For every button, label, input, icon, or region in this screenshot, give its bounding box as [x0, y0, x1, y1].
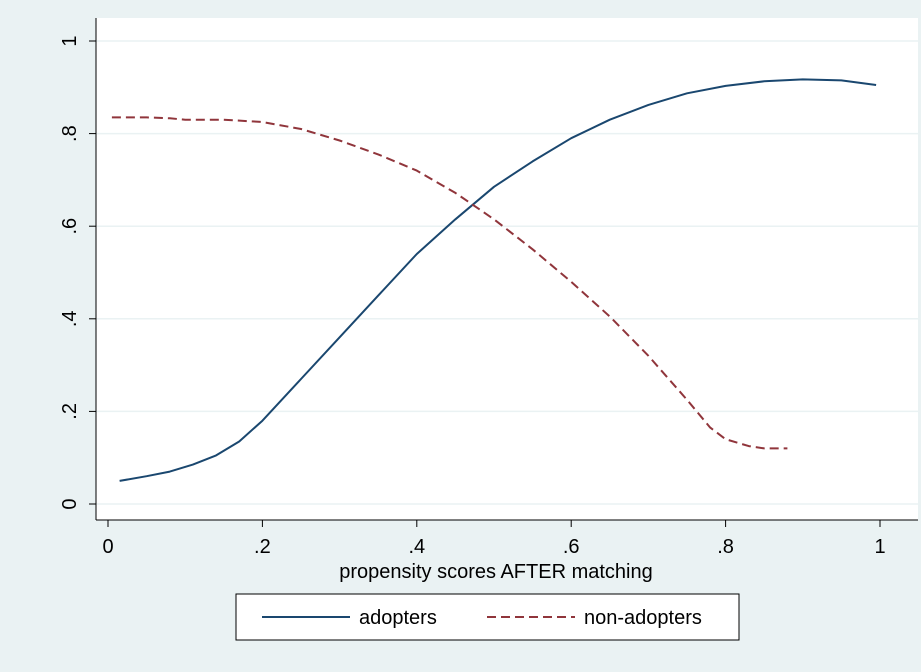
x-tick-label: .8: [717, 536, 734, 558]
legend-label-non-adopters: non-adopters: [584, 607, 702, 629]
x-tick-label: .4: [408, 536, 425, 558]
x-axis-label: propensity scores AFTER matching: [339, 561, 652, 583]
x-tick-label: .6: [563, 536, 580, 558]
y-tick-label: .2: [59, 403, 81, 420]
plot-region: [96, 18, 918, 520]
y-tick-label: .8: [59, 125, 81, 142]
x-tick-label: 0: [102, 536, 113, 558]
y-tick-label: 1: [59, 35, 81, 46]
y-tick-label: .4: [59, 310, 81, 327]
series-lines: [111, 78, 877, 482]
y-tick-label: .6: [59, 218, 81, 235]
x-tick-label: .2: [254, 536, 271, 558]
legend: adopters non-adopters: [235, 593, 740, 641]
series-line-adopters: [119, 78, 877, 482]
axes: 0 .2 .4 .6 .8 1 0 .2 .4 .6 .8 1: [59, 18, 918, 558]
y-tick-label: 0: [59, 498, 81, 509]
x-tick-label: 1: [874, 536, 885, 558]
series-line-non-adopters: [111, 116, 788, 450]
grid-lines: [96, 40, 918, 505]
legend-label-adopters: adopters: [359, 607, 437, 629]
